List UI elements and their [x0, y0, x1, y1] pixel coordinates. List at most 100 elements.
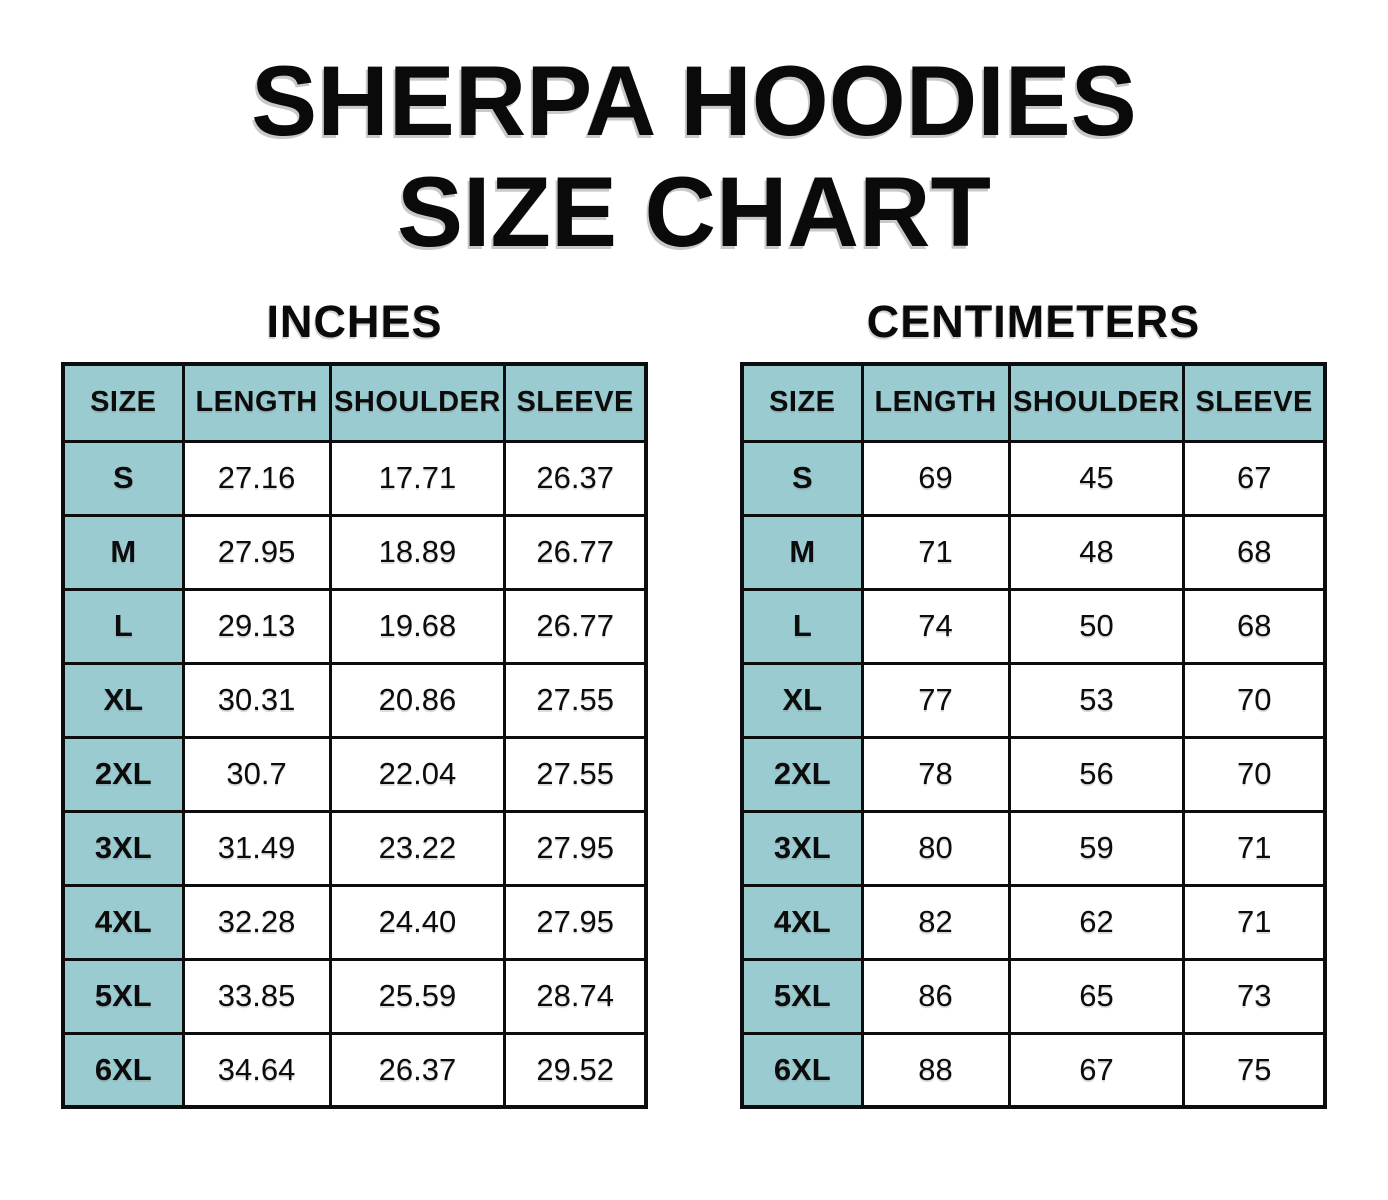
tables-row: INCHES SIZE LENGTH SHOULDER SLEEVE S 27.16 17… — [0, 296, 1388, 1110]
value-cell: 27.55 — [503, 661, 648, 739]
value-cell: 45 — [1007, 439, 1186, 517]
value-cell: 23.22 — [328, 809, 507, 887]
table-row: 4XL 82 62 71 — [740, 883, 1327, 961]
size-cell: 3XL — [61, 809, 185, 887]
value-cell: 70 — [1182, 661, 1327, 739]
table-row: 3XL 31.49 23.22 27.95 — [61, 809, 648, 887]
column-header-length: LENGTH — [860, 362, 1011, 443]
value-cell: 77 — [860, 661, 1011, 739]
table-row: XL 30.31 20.86 27.55 — [61, 661, 648, 739]
column-header-size: SIZE — [740, 362, 864, 443]
value-cell: 71 — [860, 513, 1011, 591]
value-cell: 20.86 — [328, 661, 507, 739]
value-cell: 30.31 — [181, 661, 332, 739]
value-cell: 80 — [860, 809, 1011, 887]
size-cell: 6XL — [740, 1031, 864, 1109]
value-cell: 48 — [1007, 513, 1186, 591]
table-row: S 27.16 17.71 26.37 — [61, 439, 648, 517]
inches-label: INCHES — [266, 295, 443, 347]
table-row: 6XL 88 67 75 — [740, 1031, 1327, 1109]
size-cell: L — [61, 587, 185, 665]
size-cell: M — [740, 513, 864, 591]
value-cell: 86 — [860, 957, 1011, 1035]
size-cell: 5XL — [740, 957, 864, 1035]
value-cell: 32.28 — [181, 883, 332, 961]
table-row: L 74 50 68 — [740, 587, 1327, 665]
value-cell: 65 — [1007, 957, 1186, 1035]
value-cell: 75 — [1182, 1031, 1327, 1109]
value-cell: 62 — [1007, 883, 1186, 961]
size-cell: 4XL — [61, 883, 185, 961]
size-cell: 2XL — [61, 735, 185, 813]
table-row: 5XL 33.85 25.59 28.74 — [61, 957, 648, 1035]
column-header-shoulder: SHOULDER — [1007, 362, 1186, 443]
value-cell: 30.7 — [181, 735, 332, 813]
value-cell: 26.77 — [503, 513, 648, 591]
column-header-sleeve: SLEEVE — [503, 362, 648, 443]
value-cell: 25.59 — [328, 957, 507, 1035]
value-cell: 67 — [1182, 439, 1327, 517]
value-cell: 27.95 — [181, 513, 332, 591]
value-cell: 27.95 — [503, 883, 648, 961]
value-cell: 68 — [1182, 587, 1327, 665]
table-row: 6XL 34.64 26.37 29.52 — [61, 1031, 648, 1109]
value-cell: 19.68 — [328, 587, 507, 665]
value-cell: 73 — [1182, 957, 1327, 1035]
value-cell: 18.89 — [328, 513, 507, 591]
table-row: L 29.13 19.68 26.77 — [61, 587, 648, 665]
table-row: 5XL 86 65 73 — [740, 957, 1327, 1035]
table-row: XL 77 53 70 — [740, 661, 1327, 739]
table-row: 2XL 78 56 70 — [740, 735, 1327, 813]
value-cell: 70 — [1182, 735, 1327, 813]
value-cell: 26.37 — [328, 1031, 507, 1109]
column-header-sleeve: SLEEVE — [1182, 362, 1327, 443]
table-row: 3XL 80 59 71 — [740, 809, 1327, 887]
size-cell: 2XL — [740, 735, 864, 813]
inches-table-body: S 27.16 17.71 26.37 M 27.95 18.89 26.77 L 29.13 19… — [61, 439, 648, 1109]
value-cell: 78 — [860, 735, 1011, 813]
value-cell: 88 — [860, 1031, 1011, 1109]
value-cell: 27.55 — [503, 735, 648, 813]
table-row: S 69 45 67 — [740, 439, 1327, 517]
size-cell: 4XL — [740, 883, 864, 961]
size-cell: 3XL — [740, 809, 864, 887]
value-cell: 26.37 — [503, 439, 648, 517]
value-cell: 56 — [1007, 735, 1186, 813]
value-cell: 71 — [1182, 809, 1327, 887]
value-cell: 24.40 — [328, 883, 507, 961]
value-cell: 28.74 — [503, 957, 648, 1035]
value-cell: 26.77 — [503, 587, 648, 665]
value-cell: 27.95 — [503, 809, 648, 887]
centimeters-table-head: SIZE LENGTH SHOULDER SLEEVE — [740, 362, 1327, 443]
value-cell: 59 — [1007, 809, 1186, 887]
value-cell: 67 — [1007, 1031, 1186, 1109]
value-cell: 53 — [1007, 661, 1186, 739]
header-row: SIZE LENGTH SHOULDER SLEEVE — [740, 362, 1327, 443]
value-cell: 31.49 — [181, 809, 332, 887]
column-header-size: SIZE — [61, 362, 185, 443]
size-cell: L — [740, 587, 864, 665]
inches-table-head: SIZE LENGTH SHOULDER SLEEVE — [61, 362, 648, 443]
value-cell: 34.64 — [181, 1031, 332, 1109]
size-cell: M — [61, 513, 185, 591]
centimeters-section: CENTIMETERS SIZE LENGTH SHOULDER SLEEVE S 69… — [740, 296, 1327, 1110]
size-cell: 6XL — [61, 1031, 185, 1109]
value-cell: 33.85 — [181, 957, 332, 1035]
value-cell: 74 — [860, 587, 1011, 665]
value-cell: 71 — [1182, 883, 1327, 961]
size-cell: XL — [740, 661, 864, 739]
size-cell: S — [740, 439, 864, 517]
table-row: M 71 48 68 — [740, 513, 1327, 591]
column-header-shoulder: SHOULDER — [328, 362, 507, 443]
value-cell: 27.16 — [181, 439, 332, 517]
value-cell: 69 — [860, 439, 1011, 517]
table-row: 2XL 30.7 22.04 27.55 — [61, 735, 648, 813]
page-title: SHERPA HOODIES SIZE CHART — [0, 0, 1388, 268]
centimeters-table-body: S 69 45 67 M 71 48 68 L 74 50 68 XL 77 53 70 2XL 78 56 70 3X… — [740, 439, 1327, 1109]
value-cell: 29.13 — [181, 587, 332, 665]
size-cell: S — [61, 439, 185, 517]
header-row: SIZE LENGTH SHOULDER SLEEVE — [61, 362, 648, 443]
table-row: 4XL 32.28 24.40 27.95 — [61, 883, 648, 961]
value-cell: 82 — [860, 883, 1011, 961]
